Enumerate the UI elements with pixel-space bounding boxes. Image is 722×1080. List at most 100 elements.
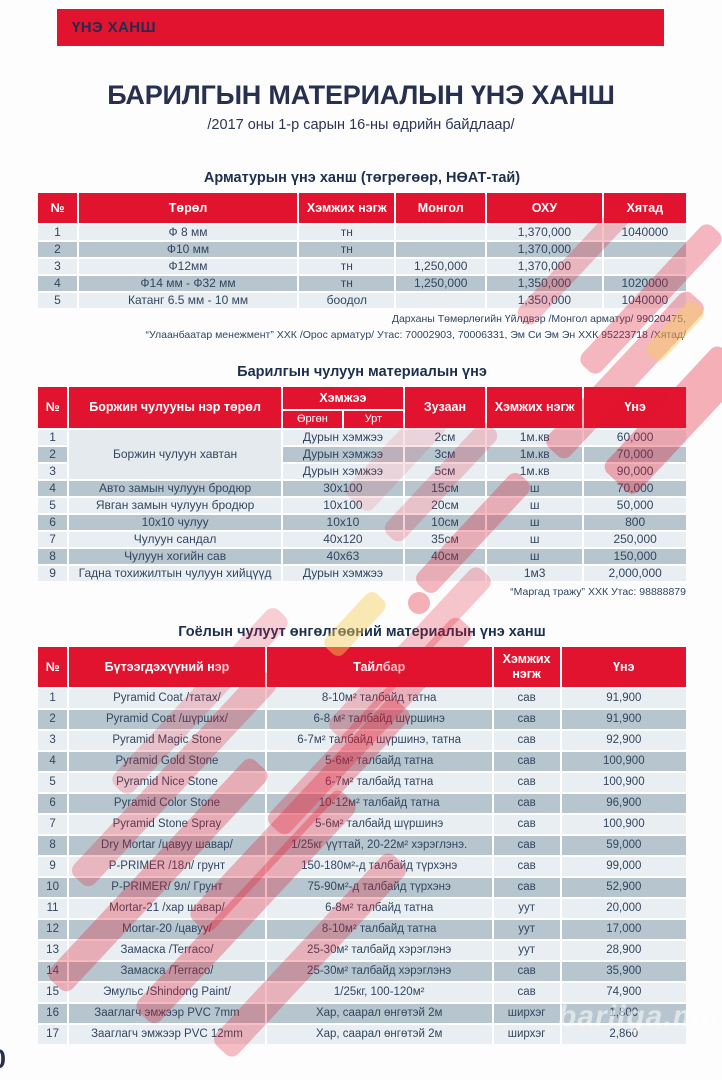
cell-product-name: Dry Mortar /цавуу шавар/ — [67, 834, 265, 855]
cell-no: 7 — [38, 813, 68, 834]
cell-description: 6-8 м² талбайд шүршинэ — [264, 708, 492, 729]
cell-price-china: 1040000 — [601, 223, 686, 240]
cell-unit: ш — [485, 479, 583, 496]
cell-unit: тн — [297, 274, 395, 291]
cell-product-name: Mortar-20 /цавуу/ — [67, 918, 265, 939]
cell-type: Ф10 мм — [76, 240, 298, 257]
column-header-width: Өргөн — [281, 411, 342, 428]
cell-price-russia: 1,350,000 — [485, 274, 602, 291]
cell-no: 2 — [38, 240, 77, 257]
stone-contact-note: “Маргад тражу” ХХК Утас: 98888879 — [38, 585, 686, 601]
cell-product-name: Pyramid Stone Spray — [67, 813, 265, 834]
cell-product-name: Pyramid Magic Stone — [67, 729, 265, 750]
cell-no: 5 — [38, 771, 68, 792]
cell-unit: сав — [491, 750, 560, 771]
cell-unit: уут — [491, 897, 560, 918]
cell-thickness: 40см — [402, 547, 486, 564]
cell-unit: сав — [491, 960, 560, 981]
column-header-size: Хэмжээ — [281, 387, 403, 411]
cell-description: 8-10м² талбайд татна — [264, 687, 492, 708]
cell-unit: ширхэг — [491, 1023, 560, 1044]
table-row: 9 Гадна тохижилтын чулуун хийцүүд Дурын … — [38, 564, 686, 581]
cell-no: 16 — [38, 1002, 68, 1023]
column-header-name: Боржин чулууны нэр төрөл — [67, 387, 281, 428]
cell-price: 100,900 — [559, 750, 686, 771]
cell-no: 4 — [38, 274, 77, 291]
cell-price-mongolia — [394, 240, 486, 257]
cell-description: 75-90м²-д талбайд түрхэнэ — [264, 876, 492, 897]
cell-unit: ш — [485, 496, 583, 513]
cell-unit: тн — [297, 240, 395, 257]
cell-thickness: 35см — [402, 530, 486, 547]
cell-price: 35,900 — [559, 960, 686, 981]
column-header-unit: Хэмжих нэгж — [485, 387, 583, 428]
cell-merged-name: Боржин чулуун хавтан — [67, 428, 281, 479]
cell-no: 12 — [38, 918, 68, 939]
cell-thickness: 15см — [402, 479, 486, 496]
page-subtitle: /2017 оны 1-р сарын 16-ны өдрийн байдлаа… — [207, 117, 515, 133]
cell-description: 1/25кг үүттай, 20-22м² хэрэглэнэ. — [264, 834, 492, 855]
cell-unit: тн — [297, 223, 395, 240]
cell-price: 60,000 — [582, 428, 686, 445]
cell-product-name: Pyramid Coat /шүрших/ — [67, 708, 265, 729]
page-title: БАРИЛГЫН МАТЕРИАЛЫН ҮНЭ ХАНШ — [107, 80, 615, 110]
cell-unit: сав — [491, 981, 560, 1002]
table-row: 3 Pyramid Magic Stone 6-7м² талбайд шүрш… — [38, 729, 686, 750]
table-row: 2 Дурын хэмжээ 3см 1м.кв 70,000 — [38, 445, 686, 462]
table-row: 1 Ф 8 мм тн 1,370,000 1040000 — [38, 223, 686, 240]
cell-no: 17 — [38, 1023, 68, 1044]
column-header-no: № — [38, 193, 77, 223]
cell-price: 70,000 — [582, 445, 686, 462]
table-row: 2 Ф10 мм тн 1,370,000 — [38, 240, 686, 257]
cell-no: 4 — [38, 750, 68, 771]
table-row: 4 Pyramid Gold Stone 5-6м² талбайд татна… — [38, 750, 686, 771]
cell-unit: ширхэг — [491, 1002, 560, 1023]
cell-price: 91,900 — [559, 708, 686, 729]
cell-name: Чулуун сандал — [67, 530, 281, 547]
table-row: 10 P-PRIMER/ 9л/ Грунт 75-90м²-д талбайд… — [38, 876, 686, 897]
cell-thickness: 5см — [402, 462, 486, 479]
table-row: 4 Ф14 мм - Ф32 мм тн 1,250,000 1,350,000… — [38, 274, 686, 291]
cell-unit: сав — [491, 708, 560, 729]
cell-price-china: 1020000 — [601, 274, 686, 291]
table-row: 17 Зааглагч эмжээр PVC 12mm Хар, саарал … — [38, 1023, 686, 1044]
cell-product-name: P-PRIMER/ 9л/ Грунт — [67, 876, 265, 897]
cell-price: 74,900 — [559, 981, 686, 1002]
cell-size: 30x100 — [281, 479, 403, 496]
column-header-type: Төрөл — [76, 193, 298, 223]
cell-no: 5 — [38, 291, 77, 308]
cell-description: 1/25кг, 100-120м² — [264, 981, 492, 1002]
cell-price-mongolia: 1,250,000 — [394, 257, 486, 274]
stone-table-title: Барилгын чулуун материалын үнэ — [237, 364, 487, 380]
cell-price-china — [601, 240, 686, 257]
note-line: “Улаанбаатар менежмент” ХХК /Орос армату… — [145, 328, 686, 341]
cell-type: Катанг 6.5 мм - 10 мм — [76, 291, 298, 308]
cell-product-name: P-PRIMER /18л/ грунт — [67, 855, 265, 876]
table-row: 5 Явган замын чулуун бродюр 10x100 20см … — [38, 496, 686, 513]
cell-unit: сав — [491, 792, 560, 813]
cell-no: 14 — [38, 960, 68, 981]
cell-price: 50,000 — [582, 496, 686, 513]
cell-size: Дурын хэмжээ — [281, 428, 403, 445]
column-header-mongolia: Монгол — [394, 193, 486, 223]
cell-description: Хар, саарал өнгөтэй 2м — [264, 1002, 492, 1023]
cell-unit: сав — [491, 813, 560, 834]
cell-no: 5 — [38, 496, 68, 513]
cell-price-russia: 1,350,000 — [485, 291, 602, 308]
cell-price: 250,000 — [582, 530, 686, 547]
cell-no: 10 — [38, 876, 68, 897]
table-row: 8 Dry Mortar /цавуу шавар/ 1/25кг үүттай… — [38, 834, 686, 855]
cell-product-name: Замаска /Terraco/ — [67, 939, 265, 960]
cell-thickness: 3см — [402, 445, 486, 462]
cut-off-page-mark: 0 — [0, 1044, 6, 1075]
cell-product-name: Зааглагч эмжээр PVC 12mm — [67, 1023, 265, 1044]
cell-thickness: 2см — [402, 428, 486, 445]
table-row: 14 Замаска /Terraco/ 25-30м² талбайд хэр… — [38, 960, 686, 981]
cell-type: Ф12мм — [76, 257, 298, 274]
table-row: 7 Чулуун сандал 40x120 35см ш 250,000 — [38, 530, 686, 547]
cell-no: 4 — [38, 479, 68, 496]
table-row: 7 Pyramid Stone Spray 5-6м² талбайд шүрш… — [38, 813, 686, 834]
column-header-description: Тайлбар — [264, 647, 492, 687]
cell-size: 40x63 — [281, 547, 403, 564]
